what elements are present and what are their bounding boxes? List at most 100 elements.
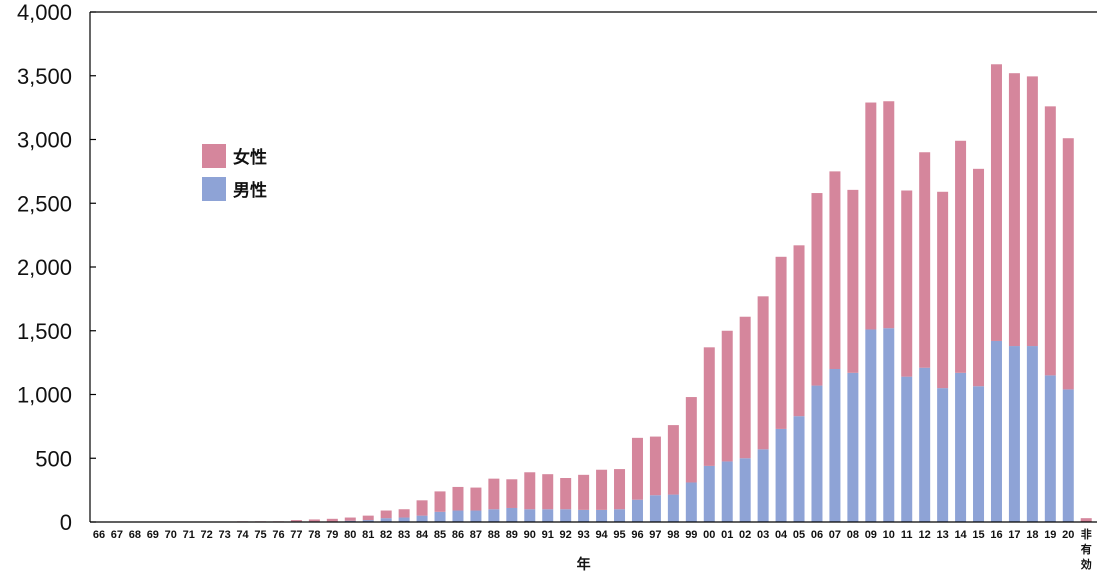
x-tick-label: 84 <box>416 529 429 541</box>
bar-male-80 <box>344 520 356 522</box>
bar-male-93 <box>578 509 590 522</box>
legend-label-female: 女性 <box>233 147 267 168</box>
y-tick-label: 4,000 <box>17 0 72 25</box>
bar-female-11 <box>901 190 913 377</box>
bar-female-82 <box>380 510 392 519</box>
x-tick-label: 99 <box>685 529 697 541</box>
bar-female-02 <box>739 316 751 459</box>
x-axis-ticks: 66 67 68 69 70 71 72 73 74 75 76 77 78 79 80 81 82 83 84 85… <box>93 527 1092 571</box>
x-tick-label: 95 <box>613 529 625 541</box>
legend-swatch-female <box>202 144 226 168</box>
x-tick-label: 71 <box>183 529 195 541</box>
x-tick-label: 13 <box>937 529 949 541</box>
bar-female-20 <box>1062 138 1074 390</box>
bars-group <box>237 64 1092 522</box>
bar-male-96 <box>631 499 643 522</box>
bar-male-05 <box>793 416 805 522</box>
bar-female-13 <box>937 191 949 389</box>
y-tick-label: 500 <box>35 446 72 471</box>
x-tick-label: 75 <box>254 529 266 541</box>
bar-female-04 <box>775 256 787 429</box>
x-tick-label: 74 <box>236 529 249 541</box>
x-tick-label: 89 <box>506 529 518 541</box>
bar-female-77 <box>290 520 302 522</box>
bar-male-14 <box>955 372 967 522</box>
x-tick-label: 93 <box>578 529 590 541</box>
bar-male-81 <box>362 520 374 522</box>
y-axis-ticks: 0 500 1,000 1,500 2,000 2,500 3,000 3,500 4,000 <box>17 0 96 535</box>
y-tick-label: 3,500 <box>17 64 72 89</box>
x-tick-label: 18 <box>1026 529 1038 541</box>
x-tick-label: 91 <box>542 529 554 541</box>
x-tick-label: 非有効 <box>1081 527 1092 571</box>
bar-male-97 <box>649 495 661 522</box>
x-tick-label: 76 <box>272 529 284 541</box>
bar-female-08 <box>847 189 859 373</box>
y-tick-label: 3,000 <box>17 128 72 153</box>
x-tick-label: 85 <box>434 529 446 541</box>
bar-female-07 <box>829 171 841 369</box>
x-tick-label: 72 <box>201 529 213 541</box>
legend-label-male: 男性 <box>233 180 267 201</box>
bar-male-91 <box>542 509 554 522</box>
bar-male-04 <box>775 428 787 522</box>
bar-female-19 <box>1044 106 1056 376</box>
bar-male-02 <box>739 458 751 522</box>
bar-female-01 <box>721 330 733 462</box>
x-tick-label: 70 <box>165 529 177 541</box>
bar-male-90 <box>524 509 536 522</box>
bar-male-15 <box>973 386 985 522</box>
x-tick-label: 81 <box>362 529 374 541</box>
bar-female-12 <box>919 152 931 368</box>
bar-female-86 <box>452 486 464 511</box>
bar-female-91 <box>542 474 554 510</box>
bar-male-20 <box>1062 389 1074 522</box>
x-tick-label: 82 <box>380 529 392 541</box>
bar-male-13 <box>937 388 949 522</box>
bar-female-92 <box>560 478 572 510</box>
bar-male-88 <box>488 509 500 522</box>
bar-female-14 <box>955 140 967 373</box>
x-tick-label: 12 <box>919 529 931 541</box>
bar-male-94 <box>596 509 608 522</box>
bar-male-17 <box>1008 346 1020 522</box>
x-tick-label: 07 <box>829 529 841 541</box>
bar-female-80 <box>344 517 356 521</box>
x-tick-label: 05 <box>793 529 805 541</box>
bar-male-82 <box>380 518 392 522</box>
x-tick-label: 92 <box>560 529 572 541</box>
x-tick-label: 00 <box>703 529 715 541</box>
x-tick-label: 02 <box>739 529 751 541</box>
x-tick-label: 19 <box>1044 529 1056 541</box>
bar-male-08 <box>847 372 859 522</box>
y-tick-label: 2,000 <box>17 255 72 280</box>
bar-female-98 <box>667 425 679 495</box>
bar-female-93 <box>578 474 590 510</box>
bar-female-17 <box>1008 73 1020 347</box>
bar-female-89 <box>506 479 518 508</box>
bar-male-00 <box>703 465 715 522</box>
bar-female-10 <box>883 101 895 329</box>
bar-male-16 <box>990 340 1002 522</box>
bar-female-97 <box>649 436 661 496</box>
bar-male-95 <box>614 509 626 522</box>
x-tick-label: 73 <box>219 529 231 541</box>
bar-female-05 <box>793 245 805 417</box>
x-tick-label: 87 <box>470 529 482 541</box>
x-tick-label: 80 <box>344 529 356 541</box>
bar-male-86 <box>452 510 464 522</box>
bar-female-16 <box>990 64 1002 341</box>
x-tick-label: 14 <box>954 529 967 541</box>
bar-female-84 <box>416 500 428 516</box>
x-tick-label: 08 <box>847 529 859 541</box>
x-tick-label: 90 <box>524 529 536 541</box>
bar-female-03 <box>757 296 769 450</box>
x-tick-label: 17 <box>1008 529 1020 541</box>
bar-female-非有効 <box>1080 518 1092 522</box>
x-tick-label: 03 <box>757 529 769 541</box>
x-tick-label: 83 <box>398 529 410 541</box>
bar-female-79 <box>326 518 338 522</box>
x-tick-label: 04 <box>775 529 788 541</box>
x-tick-label: 11 <box>901 529 913 541</box>
